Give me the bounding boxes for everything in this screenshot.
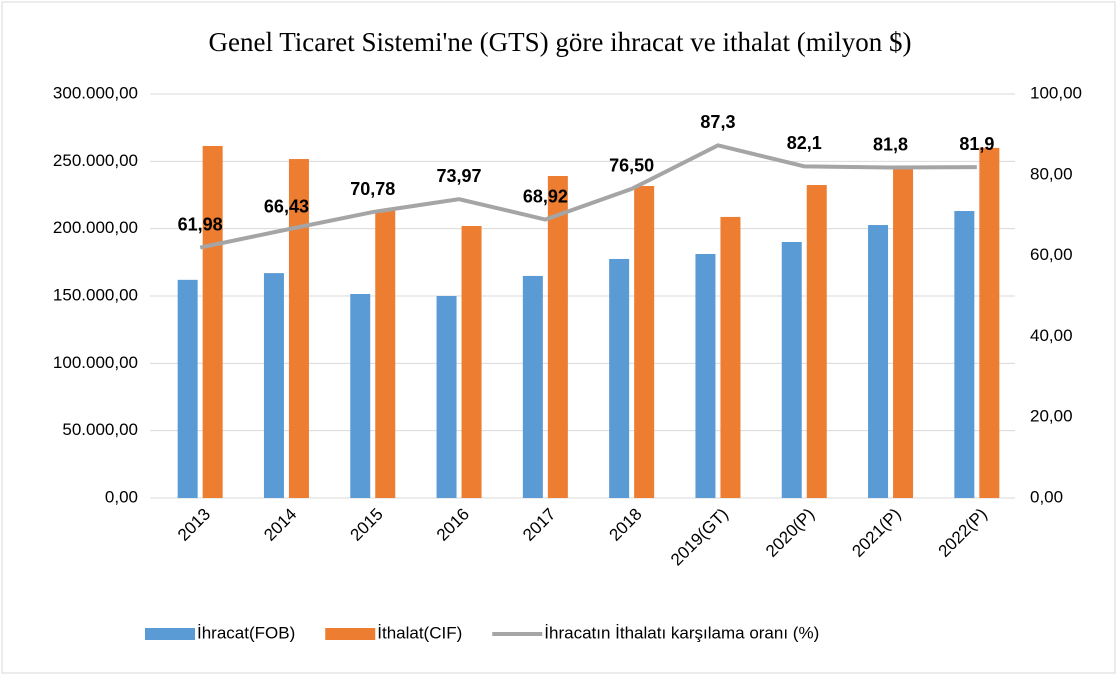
data-label: 68,92: [523, 186, 568, 206]
y2-tick-label: 80,00: [1030, 164, 1073, 183]
bar: [288, 159, 309, 498]
bar: [547, 176, 568, 498]
bar: [868, 225, 889, 498]
data-label: 87,3: [700, 112, 735, 132]
bar: [954, 211, 975, 498]
bar: [806, 185, 827, 498]
y-tick-label: 200.000,00: [53, 218, 138, 237]
y2-tick-label: 0,00: [1030, 487, 1063, 506]
y-tick-label: 100.000,00: [53, 353, 138, 372]
data-label: 82,1: [787, 133, 822, 153]
data-label: 81,9: [959, 134, 994, 154]
bar: [979, 147, 1000, 498]
line: [199, 143, 977, 250]
bar: [522, 275, 543, 498]
y-tick-label: 50.000,00: [62, 420, 138, 439]
data-label: 73,97: [437, 166, 482, 186]
y-tick-label: 150.000,00: [53, 285, 138, 304]
bar: [609, 258, 630, 498]
bar: [893, 165, 914, 499]
y-tick-label: 250.000,00: [53, 151, 138, 170]
bar: [720, 216, 741, 498]
y2-tick-label: 60,00: [1030, 245, 1073, 264]
bar: [177, 279, 198, 498]
data-label: 81,8: [873, 134, 908, 154]
legend-label: İthalat(CIF): [377, 623, 462, 642]
legend-swatch: [325, 628, 376, 640]
legend-label: İhracatın İthalatı karşılama oranı (%): [544, 623, 819, 642]
legend-swatch: [145, 628, 195, 640]
bar: [634, 185, 655, 498]
bar: [263, 273, 284, 498]
bar: [781, 241, 802, 499]
y-tick-label: 0,00: [105, 487, 138, 506]
bar: [695, 253, 716, 498]
chart-title: Genel Ticaret Sistemi'ne (GTS) göre ihra…: [209, 27, 912, 57]
bar: [375, 209, 396, 498]
bar: [350, 293, 371, 498]
y2-tick-label: 40,00: [1030, 326, 1073, 345]
y2-tick-label: 100,00: [1030, 83, 1082, 102]
y-tick-label: 300.000,00: [53, 83, 138, 102]
bar: [461, 225, 482, 498]
data-label: 70,78: [350, 179, 395, 199]
data-label: 61,98: [178, 214, 223, 234]
y2-tick-label: 20,00: [1030, 407, 1073, 426]
bar: [436, 296, 457, 498]
data-label: 76,50: [609, 156, 654, 176]
data-label: 66,43: [264, 196, 309, 216]
bar: [202, 145, 223, 499]
legend-label: İhracat(FOB): [197, 623, 295, 642]
